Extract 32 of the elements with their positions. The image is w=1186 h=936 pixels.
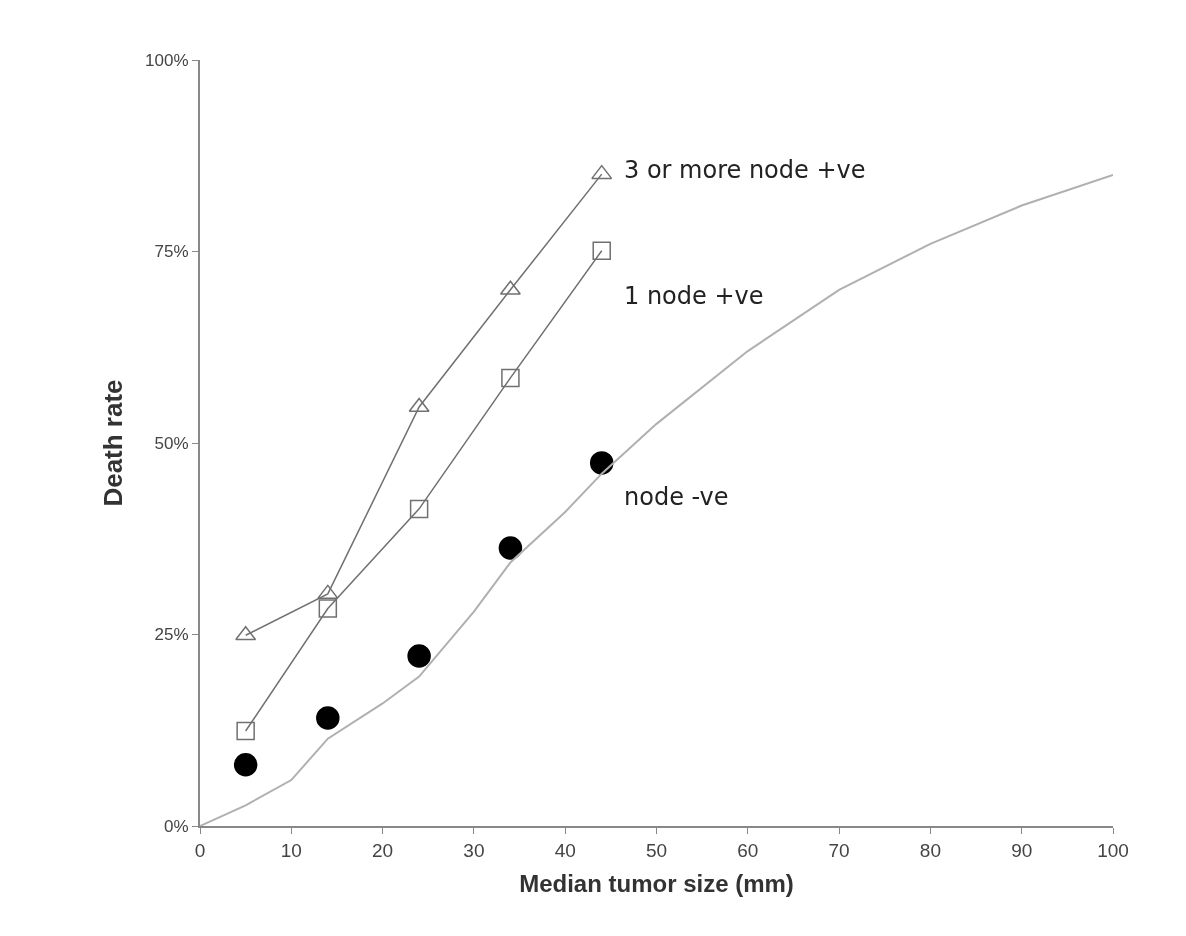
y-tick-label: 100% <box>145 50 189 70</box>
x-tick-label: 0 <box>194 839 206 861</box>
point <box>236 721 255 741</box>
x-axis-title: Median tumor size (mm) <box>519 869 794 897</box>
x-tick-label: 60 <box>737 839 759 861</box>
point <box>501 368 520 388</box>
x-tick-label: 10 <box>280 839 302 861</box>
point <box>407 644 431 668</box>
point <box>589 451 614 475</box>
point <box>316 706 340 730</box>
point <box>318 599 338 618</box>
point <box>233 752 258 777</box>
y-tick-label: 0% <box>164 816 189 836</box>
point <box>409 499 429 519</box>
y-tick-label: 25% <box>154 625 189 645</box>
x-tick-label: 30 <box>463 839 485 861</box>
x-tick-label: 80 <box>919 839 941 861</box>
x-tick-label: 20 <box>372 839 394 861</box>
x-tick-label: 70 <box>828 839 850 861</box>
series-label: 3 or more node +ve <box>624 156 866 184</box>
y-tick-label: 50% <box>154 433 189 453</box>
point <box>592 241 611 260</box>
x-tick-label: 100 <box>1097 839 1129 861</box>
y-tick-label: 75% <box>154 242 189 262</box>
series-label: 1 node +ve <box>624 282 764 310</box>
point <box>591 164 613 180</box>
series-label: node -ve <box>624 483 729 511</box>
x-tick-label: 90 <box>1011 839 1033 861</box>
x-tick-label: 50 <box>645 839 668 861</box>
y-axis-title: Death rate <box>98 379 129 507</box>
x-tick-label: 40 <box>554 839 576 861</box>
point <box>498 536 523 560</box>
